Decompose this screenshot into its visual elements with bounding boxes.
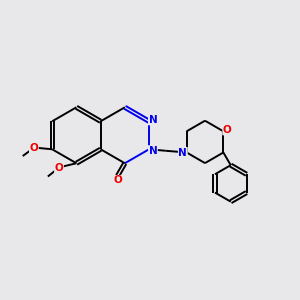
Text: N: N — [178, 148, 187, 158]
Text: O: O — [55, 163, 63, 173]
Text: O: O — [113, 176, 122, 185]
Text: O: O — [29, 143, 38, 153]
Text: N: N — [148, 146, 157, 156]
Text: O: O — [223, 125, 232, 135]
Text: N: N — [148, 115, 157, 125]
